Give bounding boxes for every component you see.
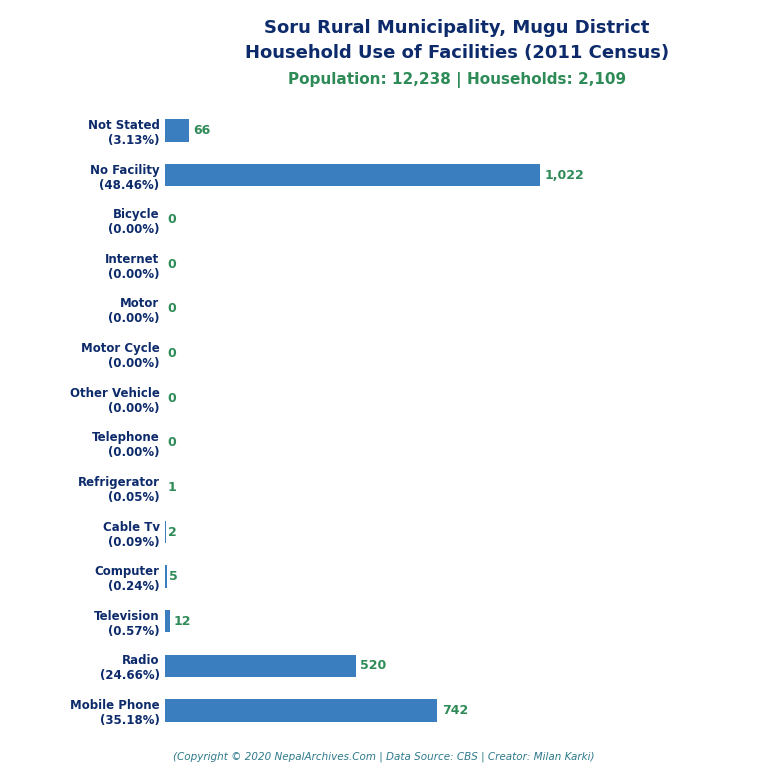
Text: 520: 520 <box>360 660 386 673</box>
Bar <box>165 655 356 677</box>
Text: Population: 12,238 | Households: 2,109: Population: 12,238 | Households: 2,109 <box>288 72 626 88</box>
Bar <box>165 119 190 141</box>
Text: 0: 0 <box>167 347 176 360</box>
Text: 12: 12 <box>174 614 191 627</box>
Bar <box>165 700 438 722</box>
Text: (Copyright © 2020 NepalArchives.Com | Data Source: CBS | Creator: Milan Karki): (Copyright © 2020 NepalArchives.Com | Da… <box>174 751 594 762</box>
Text: 0: 0 <box>167 392 176 405</box>
Bar <box>165 565 167 588</box>
Text: 66: 66 <box>194 124 211 137</box>
Text: Soru Rural Municipality, Mugu District: Soru Rural Municipality, Mugu District <box>264 19 650 37</box>
Text: 0: 0 <box>167 214 176 227</box>
Text: 1: 1 <box>167 481 177 494</box>
Text: 0: 0 <box>167 436 176 449</box>
Text: 2: 2 <box>168 525 177 538</box>
Text: 0: 0 <box>167 258 176 271</box>
Text: 1,022: 1,022 <box>545 168 584 181</box>
Text: 0: 0 <box>167 303 176 316</box>
Text: Household Use of Facilities (2011 Census): Household Use of Facilities (2011 Census… <box>245 44 669 61</box>
Bar <box>165 610 170 632</box>
Bar <box>165 164 540 186</box>
Text: 742: 742 <box>442 704 468 717</box>
Text: 5: 5 <box>169 570 178 583</box>
